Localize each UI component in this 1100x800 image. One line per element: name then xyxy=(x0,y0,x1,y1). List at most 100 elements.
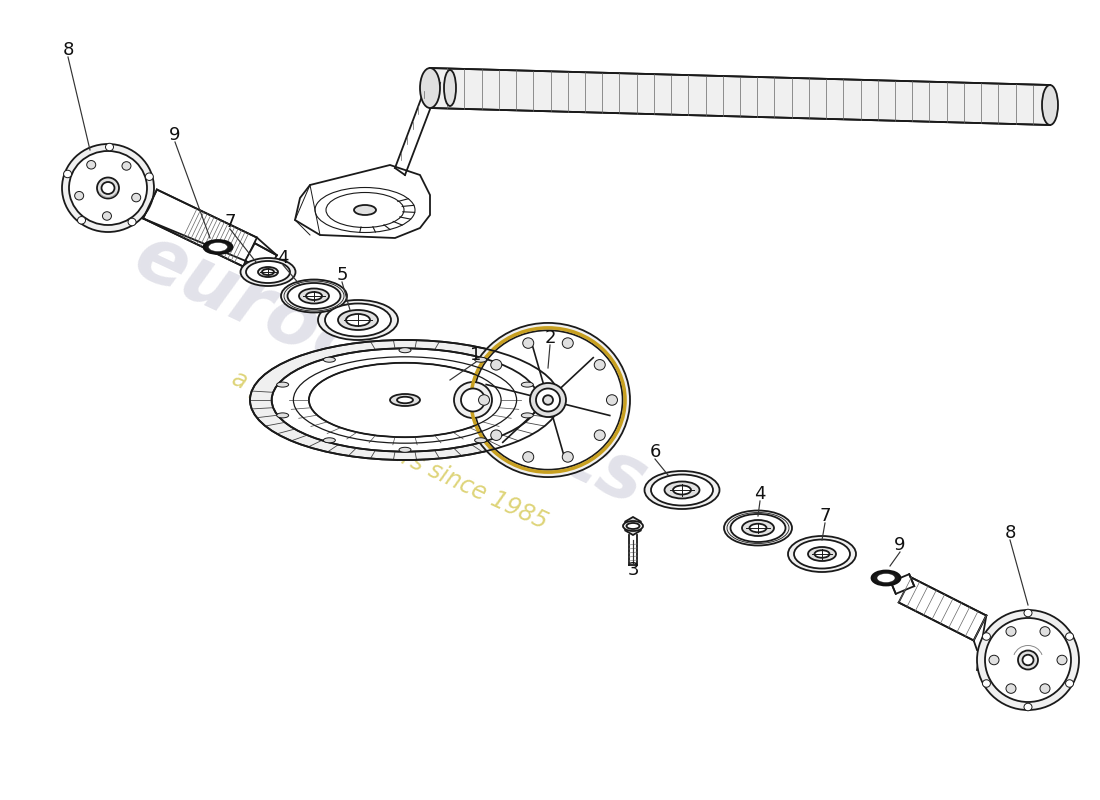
Ellipse shape xyxy=(324,303,390,337)
Ellipse shape xyxy=(473,330,623,470)
Ellipse shape xyxy=(87,161,96,169)
Ellipse shape xyxy=(318,300,398,340)
Ellipse shape xyxy=(204,241,232,254)
Ellipse shape xyxy=(338,310,378,330)
Ellipse shape xyxy=(522,452,534,462)
Ellipse shape xyxy=(1024,703,1032,710)
Ellipse shape xyxy=(872,571,900,585)
Ellipse shape xyxy=(122,162,131,170)
Ellipse shape xyxy=(788,536,856,572)
Ellipse shape xyxy=(606,394,617,406)
Ellipse shape xyxy=(250,340,560,460)
Ellipse shape xyxy=(461,389,485,411)
Ellipse shape xyxy=(724,510,792,546)
Text: 3: 3 xyxy=(627,561,639,579)
Text: 7: 7 xyxy=(820,507,830,525)
Polygon shape xyxy=(430,68,1050,125)
Ellipse shape xyxy=(1042,85,1058,125)
Ellipse shape xyxy=(241,258,296,286)
Text: 7: 7 xyxy=(224,213,235,231)
Ellipse shape xyxy=(276,413,288,418)
Text: 9: 9 xyxy=(169,126,180,144)
Ellipse shape xyxy=(1040,684,1050,694)
Text: eurocarparts: eurocarparts xyxy=(122,219,658,521)
Ellipse shape xyxy=(623,521,643,531)
Ellipse shape xyxy=(346,314,370,326)
Ellipse shape xyxy=(323,358,336,362)
Ellipse shape xyxy=(145,173,153,181)
Ellipse shape xyxy=(877,574,895,582)
Text: 2: 2 xyxy=(544,329,556,347)
Ellipse shape xyxy=(562,452,573,462)
Ellipse shape xyxy=(742,520,774,536)
Ellipse shape xyxy=(730,514,785,542)
Text: a passion for cars since 1985: a passion for cars since 1985 xyxy=(229,366,552,534)
Ellipse shape xyxy=(478,394,490,406)
Ellipse shape xyxy=(982,680,990,687)
Ellipse shape xyxy=(984,618,1071,702)
Polygon shape xyxy=(899,578,987,641)
Ellipse shape xyxy=(989,655,999,665)
Ellipse shape xyxy=(97,178,119,198)
Ellipse shape xyxy=(474,438,486,442)
Ellipse shape xyxy=(1023,654,1034,666)
Ellipse shape xyxy=(64,170,72,178)
Ellipse shape xyxy=(673,486,691,494)
Ellipse shape xyxy=(420,68,440,108)
Ellipse shape xyxy=(530,383,566,417)
Ellipse shape xyxy=(397,397,412,403)
Ellipse shape xyxy=(521,382,534,387)
Ellipse shape xyxy=(491,359,502,370)
Ellipse shape xyxy=(399,348,411,353)
Ellipse shape xyxy=(276,382,288,387)
Ellipse shape xyxy=(444,70,456,106)
Polygon shape xyxy=(625,517,641,535)
Text: 6: 6 xyxy=(649,443,661,461)
Ellipse shape xyxy=(454,382,492,418)
Polygon shape xyxy=(245,243,277,273)
Ellipse shape xyxy=(814,550,829,558)
Ellipse shape xyxy=(246,261,290,283)
Text: 9: 9 xyxy=(894,536,905,554)
Ellipse shape xyxy=(326,193,404,227)
Ellipse shape xyxy=(77,217,86,224)
Text: 1: 1 xyxy=(471,346,482,364)
Ellipse shape xyxy=(323,438,336,442)
Ellipse shape xyxy=(354,205,376,215)
Text: 8: 8 xyxy=(1004,524,1015,542)
Ellipse shape xyxy=(521,413,534,418)
Text: 8: 8 xyxy=(63,41,74,59)
Ellipse shape xyxy=(664,482,700,498)
Ellipse shape xyxy=(651,474,713,506)
Ellipse shape xyxy=(69,151,147,225)
Ellipse shape xyxy=(1066,680,1074,687)
Polygon shape xyxy=(891,574,914,594)
Ellipse shape xyxy=(101,182,114,194)
Ellipse shape xyxy=(299,289,329,303)
Ellipse shape xyxy=(794,539,850,569)
Ellipse shape xyxy=(209,242,228,251)
Ellipse shape xyxy=(522,338,534,348)
Ellipse shape xyxy=(1006,684,1016,694)
Ellipse shape xyxy=(102,212,111,220)
Ellipse shape xyxy=(272,349,538,451)
Ellipse shape xyxy=(627,523,639,529)
Ellipse shape xyxy=(262,269,274,275)
Ellipse shape xyxy=(1057,655,1067,665)
Ellipse shape xyxy=(982,633,990,640)
Ellipse shape xyxy=(399,447,411,452)
Ellipse shape xyxy=(280,279,346,313)
Ellipse shape xyxy=(749,524,767,532)
Text: 4: 4 xyxy=(277,249,288,267)
Ellipse shape xyxy=(594,359,605,370)
Ellipse shape xyxy=(594,430,605,441)
Ellipse shape xyxy=(106,143,113,150)
Ellipse shape xyxy=(543,395,553,405)
Ellipse shape xyxy=(808,547,836,561)
Ellipse shape xyxy=(258,267,278,277)
Ellipse shape xyxy=(306,292,322,300)
Ellipse shape xyxy=(128,218,136,226)
Ellipse shape xyxy=(1018,650,1038,670)
Ellipse shape xyxy=(1006,626,1016,636)
Ellipse shape xyxy=(1040,626,1050,636)
